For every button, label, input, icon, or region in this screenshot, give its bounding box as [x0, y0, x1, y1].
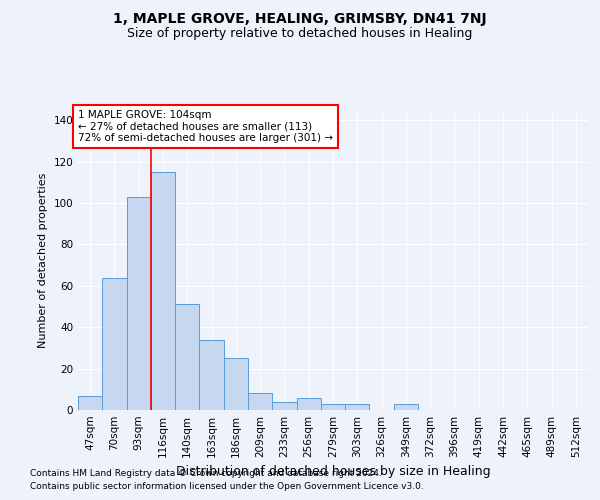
Text: Contains public sector information licensed under the Open Government Licence v3: Contains public sector information licen…: [30, 482, 424, 491]
Y-axis label: Number of detached properties: Number of detached properties: [38, 172, 48, 348]
Text: 1, MAPLE GROVE, HEALING, GRIMSBY, DN41 7NJ: 1, MAPLE GROVE, HEALING, GRIMSBY, DN41 7…: [113, 12, 487, 26]
Bar: [127, 197, 151, 410]
Bar: [296, 398, 321, 410]
Bar: [102, 278, 127, 410]
Bar: [248, 394, 272, 410]
Bar: [345, 404, 370, 410]
Bar: [151, 172, 175, 410]
Bar: [272, 402, 296, 410]
X-axis label: Distribution of detached houses by size in Healing: Distribution of detached houses by size …: [176, 466, 490, 478]
Bar: [175, 304, 199, 410]
Bar: [321, 404, 345, 410]
Text: 1 MAPLE GROVE: 104sqm
← 27% of detached houses are smaller (113)
72% of semi-det: 1 MAPLE GROVE: 104sqm ← 27% of detached …: [78, 110, 333, 143]
Bar: [224, 358, 248, 410]
Bar: [199, 340, 224, 410]
Bar: [394, 404, 418, 410]
Bar: [78, 396, 102, 410]
Text: Contains HM Land Registry data © Crown copyright and database right 2024.: Contains HM Land Registry data © Crown c…: [30, 468, 382, 477]
Text: Size of property relative to detached houses in Healing: Size of property relative to detached ho…: [127, 28, 473, 40]
